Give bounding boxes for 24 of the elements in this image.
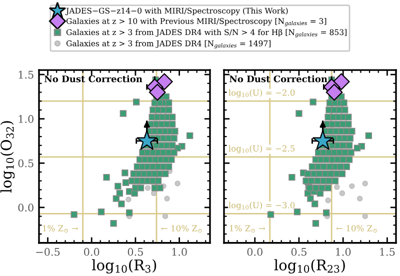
ref-line-label: ← 10% Z$_{⊙}$	[336, 225, 377, 233]
ref-line-label: ← 10% Z$_{⊙}$	[161, 225, 202, 233]
annotation: No Dust Correction	[230, 75, 328, 82]
x-tick-label: 0.0	[247, 248, 262, 256]
x-tick-label: 0.0	[84, 248, 100, 256]
annotation: log$_{10}$(U) = −3.0	[228, 202, 295, 210]
annotation: No Dust Correction	[44, 75, 142, 82]
ref-line-label: 1% Z$_{⊙}$ →	[230, 225, 266, 233]
x-axis-title: log$_{10}$(R$_{23}$)	[274, 259, 345, 274]
x-tick-label: 1.5	[380, 248, 395, 256]
x-tick-label: −0.5	[36, 248, 60, 256]
y-tick-label: 1.5	[18, 70, 34, 79]
annotation: log$_{10}$(U) = −2.0	[228, 89, 295, 98]
y-tick-label: 0.5	[18, 159, 34, 168]
annotation: log$_{10}$(U) = −2.5	[228, 145, 295, 154]
x-tick-label: 0.5	[291, 248, 306, 256]
ref-line-label: 1% Z$_{⊙}$ →	[42, 225, 78, 233]
y-axis-title: log$_{10}$(O$_{32}$)	[0, 121, 15, 193]
x-tick-label: 1.0	[336, 248, 351, 256]
x-tick-label: 0.5	[128, 248, 143, 256]
y-tick-label: 1.0	[18, 115, 34, 123]
y-tick-label: 0.0	[18, 204, 34, 212]
x-axis-title: log$_{10}$(R$_{3}$)	[92, 259, 156, 274]
x-tick-label: 1.0	[172, 248, 187, 256]
